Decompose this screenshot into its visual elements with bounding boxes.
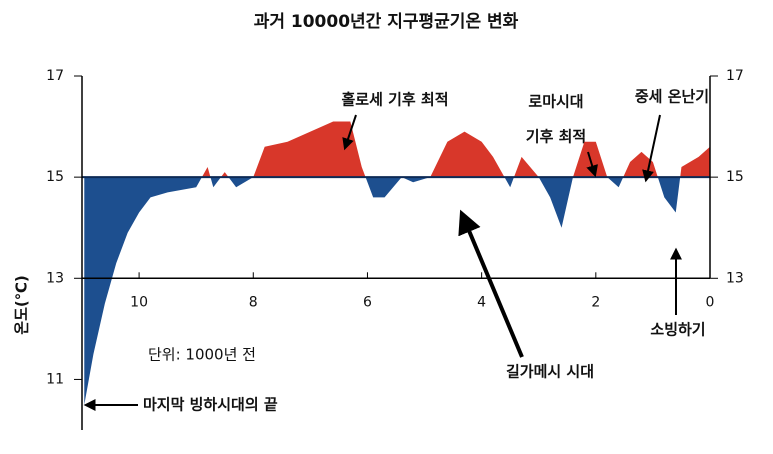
y2-tick-label: 17 (726, 68, 744, 84)
plot-area: 11 13 15 17 13 15 17 10 8 6 4 2 0 (46, 68, 744, 430)
y-tick-label: 17 (46, 68, 64, 84)
arrow (586, 151, 598, 178)
y-tick-label: 13 (46, 270, 64, 286)
area-above (201, 121, 710, 178)
x-tick-label: 8 (249, 294, 258, 310)
area-below (84, 177, 710, 405)
arrows (83, 114, 682, 411)
annotation: 기후 최적 (526, 128, 586, 146)
annotation: 로마시대 (528, 93, 583, 111)
annotation: 마지막 빙하시대의 끝 (143, 396, 278, 414)
y2-tick-label: 13 (726, 270, 744, 286)
arrow (342, 114, 357, 151)
x-tick-label: 6 (363, 294, 372, 310)
annotation: 길가메시 시대 (506, 363, 594, 381)
annotation: 소빙하기 (650, 321, 705, 339)
x-tick-label: 4 (477, 294, 486, 310)
y-axis-label: 온도(℃) (13, 275, 31, 334)
arrow (642, 114, 661, 183)
y-tick-label: 11 (46, 371, 64, 387)
annotation: 중세 온난기 (635, 88, 709, 106)
x-tick-label: 0 (706, 294, 715, 310)
unit-note: 단위: 1000년 전 (148, 346, 256, 364)
y-tick-label: 15 (46, 169, 64, 185)
x-tick-label: 2 (591, 294, 600, 310)
annotation: 홀로세 기후 최적 (341, 91, 448, 109)
y2-tick-label: 15 (726, 169, 744, 185)
arrow (458, 209, 524, 358)
chart-title: 과거 10000년간 지구평균기온 변화 (254, 12, 519, 32)
x-tick-label: 10 (130, 294, 148, 310)
